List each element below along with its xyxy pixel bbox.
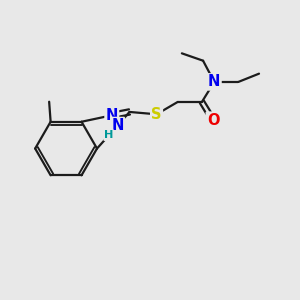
Text: H: H — [104, 130, 113, 140]
Text: N: N — [208, 74, 220, 89]
Text: O: O — [207, 113, 219, 128]
Text: N: N — [106, 108, 118, 123]
Text: S: S — [151, 107, 162, 122]
Text: N: N — [112, 118, 124, 133]
